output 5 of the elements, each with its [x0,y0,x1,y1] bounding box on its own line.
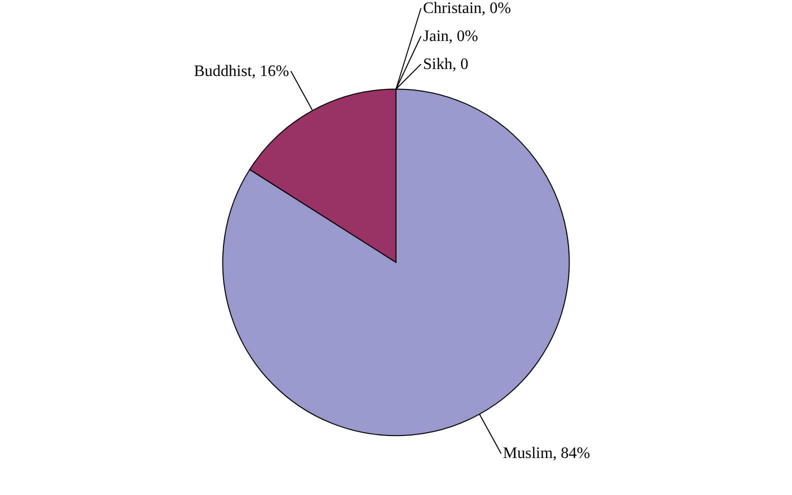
category-label: Jain, 0% [423,28,478,45]
category-label: Christain, 0% [423,0,511,17]
category-label: Sikh, 0 [423,56,468,73]
slice-label: Buddhist, 16% [194,63,290,80]
slice-label: Muslim, 84% [503,445,590,462]
